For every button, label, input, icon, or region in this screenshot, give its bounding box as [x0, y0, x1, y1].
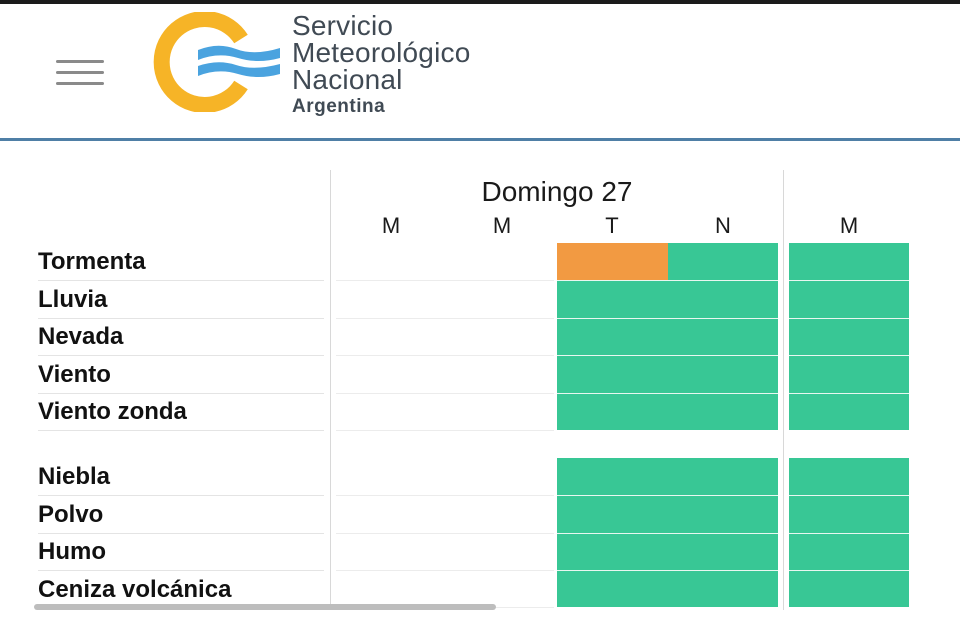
cell-divider	[789, 533, 909, 534]
alert-cell-tormenta-t[interactable]	[557, 243, 668, 280]
alert-cell-block-group1-next[interactable]	[789, 243, 909, 430]
cell-divider	[557, 280, 778, 281]
alert-cell-tormenta-n[interactable]	[668, 243, 778, 280]
smn-logo-icon[interactable]	[148, 11, 288, 113]
empty-cell-divider	[336, 280, 554, 281]
row-divider	[38, 570, 324, 571]
row-label-niebla: Niebla	[38, 463, 111, 490]
cell-divider	[557, 533, 778, 534]
empty-cell-divider	[336, 570, 554, 571]
cell-divider	[789, 570, 909, 571]
row-divider	[38, 280, 324, 281]
empty-cell-divider	[336, 355, 554, 356]
logo-line-servicio: Servicio	[292, 10, 394, 41]
row-label-viento: Viento	[38, 361, 111, 388]
day-title: Domingo 27	[481, 176, 633, 207]
table-divider-left	[330, 170, 331, 610]
empty-cell-divider	[336, 393, 554, 394]
header-divider	[0, 138, 960, 141]
cell-divider	[557, 570, 778, 571]
hamburger-menu-icon	[54, 58, 108, 90]
cell-divider	[789, 280, 909, 281]
row-divider	[38, 430, 324, 431]
alert-cell-block-group2-next[interactable]	[789, 458, 909, 607]
row-label-polvo: Polvo	[38, 501, 104, 528]
row-divider	[38, 393, 324, 394]
period-label: M	[381, 213, 401, 238]
empty-cell-divider	[336, 495, 554, 496]
empty-cell-divider	[336, 533, 554, 534]
empty-cell-divider	[336, 318, 554, 319]
cell-divider	[789, 393, 909, 394]
logo-line-nacional: Nacional	[292, 64, 403, 95]
row-label-humo: Humo	[38, 538, 106, 565]
cell-divider	[557, 495, 778, 496]
logo-line-meteorologico: Meteorológico	[292, 37, 471, 68]
cell-divider	[789, 318, 909, 319]
row-label-lluvia: Lluvia	[38, 286, 108, 313]
top-strip	[0, 0, 960, 4]
cell-divider	[557, 318, 778, 319]
cell-divider	[789, 495, 909, 496]
period-label: M	[492, 213, 512, 238]
empty-cell-divider	[336, 430, 554, 431]
row-label-viento-zonda: Viento zonda	[38, 398, 187, 425]
alert-cell-block-group2[interactable]	[557, 458, 778, 607]
cell-divider	[557, 393, 778, 394]
site-header: Servicio Meteorológico Nacional Argentin…	[0, 4, 960, 138]
menu-button[interactable]	[54, 58, 108, 90]
period-label: M	[839, 213, 859, 238]
cell-divider	[789, 355, 909, 356]
horizontal-scrollbar[interactable]	[34, 604, 496, 610]
period-label: N	[715, 213, 731, 238]
row-label-nevada: Nevada	[38, 323, 124, 350]
cell-divider	[557, 355, 778, 356]
row-divider	[38, 533, 324, 534]
row-label-ceniza-volcanica: Ceniza volcánica	[38, 576, 232, 603]
row-divider	[38, 495, 324, 496]
logo-line-argentina: Argentina	[292, 96, 386, 117]
period-label: T	[605, 213, 619, 238]
row-divider	[38, 318, 324, 319]
logo-text[interactable]: Servicio Meteorológico Nacional Argentin…	[292, 10, 471, 117]
row-label-tormenta: Tormenta	[38, 248, 146, 275]
table-divider-day	[783, 170, 784, 610]
row-divider	[38, 355, 324, 356]
